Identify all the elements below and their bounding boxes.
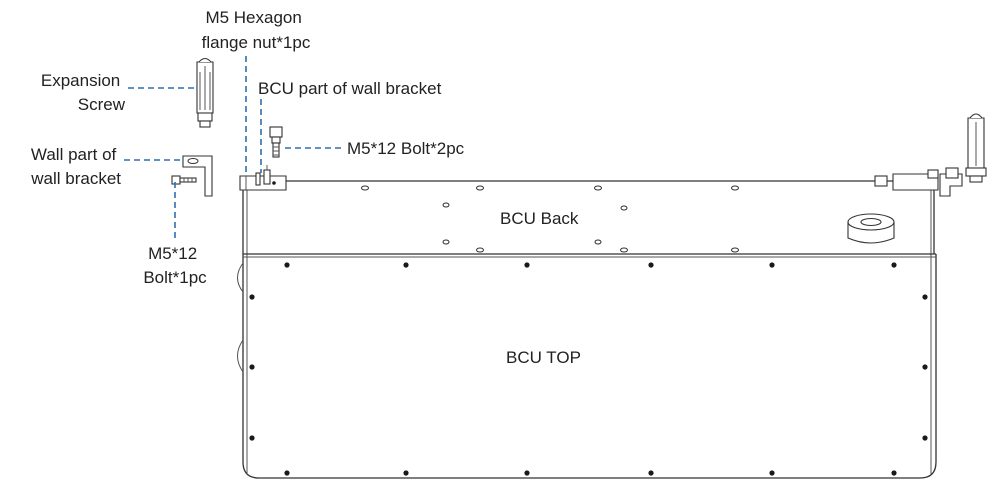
label-bcu-part-bracket: BCU part of wall bracket (258, 79, 442, 98)
bcu-bracket-left (239, 172, 287, 191)
label-expansion-screw: Expansion Screw (41, 71, 126, 114)
cable-gland (847, 213, 895, 244)
expansion-screw-left (196, 57, 214, 128)
bcu-back-holes (361, 185, 739, 253)
wall-bracket-left (182, 155, 213, 197)
m5-bolt-left (171, 175, 197, 185)
bcu-enclosure (237, 180, 937, 479)
bracket-assembly-right (874, 113, 987, 197)
label-hex-flange-nut: M5 Hexagon flange nut*1pc (202, 8, 311, 52)
label-bcu-top: BCU TOP (506, 348, 581, 367)
hex-flange-nut-left (263, 165, 271, 185)
label-wall-part-bracket: Wall part of wall bracket (30, 145, 121, 188)
bcu-top-screws (249, 262, 928, 476)
label-bcu-back: BCU Back (500, 209, 579, 228)
leader-lines (124, 56, 345, 238)
label-m5-bolt-1pc: M5*12 Bolt*1pc (143, 244, 207, 287)
labels: M5 Hexagon flange nut*1pc Expansion Scre… (30, 8, 581, 367)
label-m5-bolt-2pc: M5*12 Bolt*2pc (347, 139, 465, 158)
m5-bolts-2pc (269, 126, 283, 158)
